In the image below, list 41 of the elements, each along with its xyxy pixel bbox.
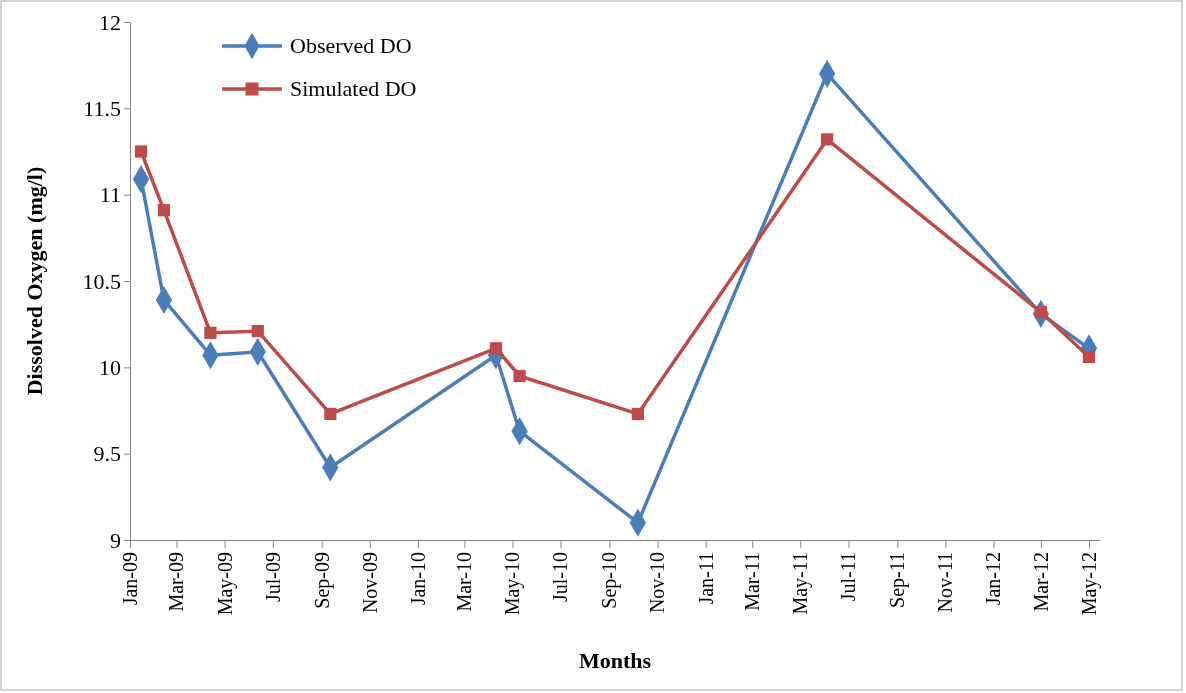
x-tick-label: Mar-09	[165, 552, 188, 612]
y-tick-label: 10	[99, 354, 121, 380]
x-tick-label: May-09	[213, 552, 237, 616]
legend-label: Observed DO	[290, 33, 412, 58]
x-tick-label: May-10	[501, 552, 525, 616]
x-tick-label: Jul-10	[549, 552, 572, 602]
y-tick-label: 9.5	[93, 441, 121, 467]
x-tick-label: Sep-10	[598, 552, 622, 609]
x-tick-label: Jul-09	[261, 552, 284, 602]
x-tick-label: Nov-11	[934, 552, 957, 613]
x-tick-label: Mar-10	[453, 552, 476, 612]
y-axis-title: Dissolved Oxygen (mg/l)	[22, 166, 47, 396]
point	[1082, 350, 1096, 364]
point	[631, 407, 644, 421]
y-tick-label: 11	[99, 182, 121, 208]
x-tick-label: Jan-12	[982, 552, 1005, 606]
point	[204, 326, 217, 339]
x-tick-label: Nov-10	[646, 552, 669, 614]
x-tick-label: Jan-09	[118, 552, 141, 606]
y-tick-label: 11.5	[83, 95, 121, 121]
point	[157, 204, 171, 217]
x-tick-label: Jan-11	[694, 552, 717, 605]
x-tick-label: Sep-09	[310, 552, 334, 609]
y-tick-label: 9	[110, 527, 121, 553]
x-tick-label: May-12	[1077, 552, 1101, 616]
point	[821, 133, 834, 146]
x-tick-label: Sep-11	[886, 552, 910, 608]
y-tick-label: 12	[99, 9, 121, 35]
x-tick-label: May-11	[789, 552, 813, 615]
point	[134, 145, 148, 158]
y-tick-label: 10.5	[82, 268, 121, 294]
point	[324, 407, 337, 421]
x-axis-title: Months	[578, 648, 652, 673]
x-tick-label: Mar-12	[1029, 552, 1052, 612]
point	[513, 369, 526, 383]
x-tick-label: Jul-11	[837, 552, 860, 602]
x-tick-label: Jan-10	[406, 552, 429, 606]
legend-label: Simulated DO	[290, 76, 417, 101]
point	[251, 324, 264, 338]
x-tick-label: Mar-11	[741, 552, 764, 611]
x-tick-label: Nov-09	[358, 552, 381, 614]
